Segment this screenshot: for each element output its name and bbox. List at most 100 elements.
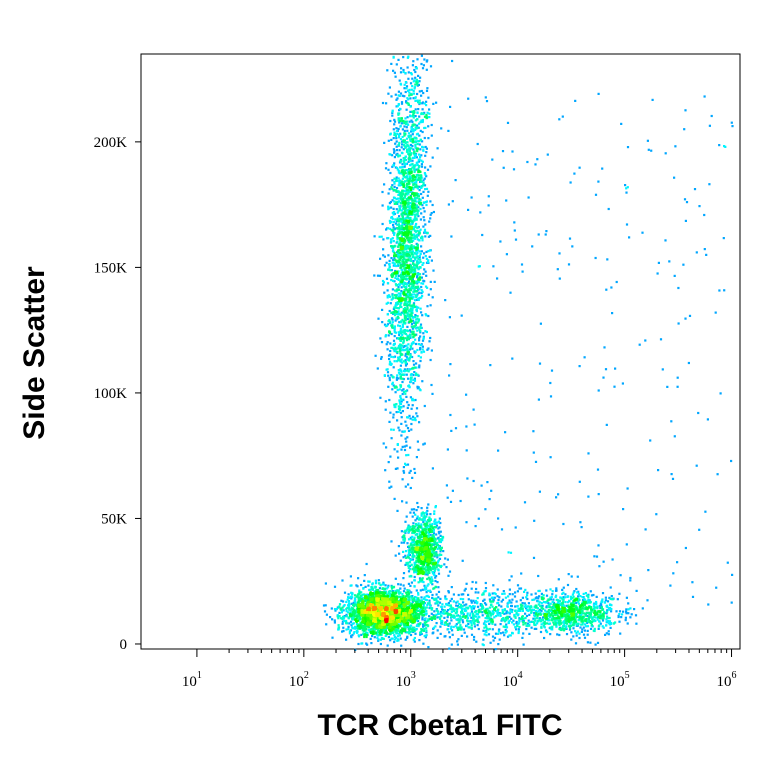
- data-point: [482, 644, 485, 647]
- data-point: [393, 232, 396, 235]
- data-point: [428, 615, 431, 618]
- data-point: [416, 164, 419, 167]
- data-point: [458, 621, 461, 624]
- data-point: [405, 440, 408, 443]
- data-point: [404, 352, 407, 355]
- data-point: [402, 308, 405, 311]
- data-point: [430, 581, 433, 584]
- data-point: [386, 296, 389, 299]
- data-point: [459, 615, 462, 618]
- data-point: [407, 349, 410, 352]
- data-point: [413, 219, 416, 222]
- data-point: [412, 316, 415, 319]
- data-point: [409, 293, 412, 296]
- data-point: [533, 622, 536, 625]
- data-point: [441, 622, 444, 626]
- data-point: [431, 203, 434, 207]
- data-point: [392, 384, 395, 387]
- data-point: [526, 591, 529, 594]
- data-point: [550, 595, 553, 598]
- data-point: [373, 636, 376, 639]
- data-point: [346, 611, 350, 614]
- data-point: [422, 332, 425, 335]
- data-point: [479, 610, 482, 613]
- data-point: [558, 626, 561, 629]
- data-point: [461, 621, 465, 624]
- data-point: [397, 345, 401, 348]
- data-point: [409, 194, 412, 197]
- data-point: [438, 557, 442, 560]
- data-point: [405, 126, 408, 129]
- data-point: [404, 550, 408, 553]
- data-point: [424, 569, 427, 572]
- data-point: [397, 591, 400, 594]
- data-point: [414, 258, 417, 261]
- data-point: [561, 588, 564, 591]
- data-point: [394, 222, 397, 225]
- data-point: [539, 617, 542, 620]
- data-point: [573, 590, 576, 593]
- data-point: [333, 608, 337, 611]
- data-point: [395, 187, 399, 190]
- data-point: [421, 120, 424, 123]
- data-point: [677, 286, 680, 290]
- data-point: [400, 249, 403, 252]
- data-point: [432, 631, 435, 634]
- data-point: [350, 602, 353, 605]
- data-point: [553, 623, 556, 626]
- data-point: [357, 596, 361, 599]
- data-point: [413, 213, 416, 216]
- data-point: [406, 191, 409, 194]
- data-point: [596, 641, 600, 644]
- data-point: [407, 246, 410, 249]
- data-point: [463, 607, 466, 610]
- data-point: [406, 313, 409, 316]
- data-point: [425, 200, 428, 203]
- data-point: [474, 599, 478, 603]
- data-point: [397, 177, 400, 180]
- data-point: [398, 552, 401, 555]
- data-point: [418, 622, 422, 625]
- data-point: [388, 330, 391, 333]
- data-point: [404, 258, 407, 261]
- data-point: [411, 545, 414, 548]
- data-point: [392, 413, 395, 416]
- data-point: [441, 612, 444, 615]
- data-point: [347, 602, 351, 605]
- data-point: [405, 179, 408, 182]
- data-point: [502, 625, 505, 628]
- data-point: [425, 116, 428, 120]
- data-point: [427, 524, 430, 527]
- data-point: [438, 526, 441, 529]
- data-point: [411, 330, 414, 334]
- data-point: [423, 617, 427, 621]
- data-point: [389, 362, 392, 365]
- data-point: [411, 268, 414, 271]
- data-point: [427, 576, 430, 579]
- data-point: [438, 517, 441, 520]
- data-point: [627, 602, 630, 605]
- data-point: [432, 269, 435, 272]
- data-point: [446, 623, 449, 626]
- data-point: [432, 210, 435, 214]
- data-point: [402, 140, 405, 143]
- data-point: [401, 223, 404, 226]
- data-point: [499, 623, 502, 626]
- data-point: [427, 259, 430, 262]
- data-point: [384, 408, 387, 411]
- data-point: [353, 609, 356, 612]
- data-point: [342, 626, 345, 629]
- data-point: [634, 614, 638, 617]
- data-point: [424, 573, 427, 576]
- data-point: [673, 435, 676, 438]
- data-point: [437, 604, 440, 607]
- data-point: [556, 622, 559, 625]
- data-point: [385, 625, 389, 628]
- data-point: [403, 189, 406, 192]
- data-point: [572, 602, 576, 605]
- data-point: [388, 595, 391, 598]
- data-point: [516, 625, 519, 628]
- data-point: [473, 625, 476, 628]
- data-point: [466, 619, 469, 622]
- data-point: [397, 426, 400, 429]
